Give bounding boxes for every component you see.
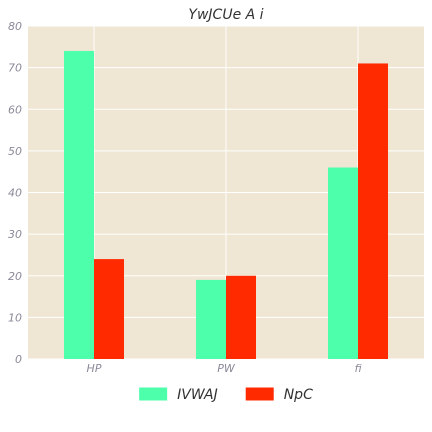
y-tick-label: 70 bbox=[8, 62, 22, 75]
y-axis-ticks: 0 10 20 30 40 50 60 70 80 bbox=[8, 20, 22, 366]
bars bbox=[64, 50, 388, 360]
y-tick-label: 0 bbox=[15, 353, 22, 366]
y-tick-label: 80 bbox=[8, 20, 22, 33]
legend: IVWAJ NpC bbox=[139, 387, 313, 403]
x-tick-label: fi bbox=[354, 362, 362, 375]
bar-NpC-HP bbox=[94, 259, 124, 359]
legend-swatch bbox=[245, 387, 274, 401]
x-tick-label: PW bbox=[217, 362, 236, 375]
y-tick-label: 20 bbox=[8, 270, 22, 283]
x-tick-label: HP bbox=[87, 362, 102, 375]
y-tick-label: 40 bbox=[8, 187, 22, 200]
x-axis-ticks: HP PW fi bbox=[87, 362, 363, 375]
legend-label: IVWAJ bbox=[177, 387, 218, 403]
y-tick-label: 60 bbox=[8, 103, 22, 116]
chart-title: YwJCUe A i bbox=[188, 7, 263, 23]
legend-label: NpC bbox=[284, 387, 313, 403]
bar-NpC-fi bbox=[358, 63, 388, 360]
legend-swatch bbox=[139, 387, 168, 401]
bar-IVWAJ-PW bbox=[196, 279, 226, 359]
bar-NpC-PW bbox=[226, 275, 256, 359]
bar-IVWAJ-HP bbox=[64, 50, 94, 359]
y-tick-label: 10 bbox=[8, 311, 22, 324]
y-tick-label: 50 bbox=[8, 145, 22, 158]
y-tick-label: 30 bbox=[8, 228, 22, 241]
bar-IVWAJ-fi bbox=[328, 167, 358, 359]
